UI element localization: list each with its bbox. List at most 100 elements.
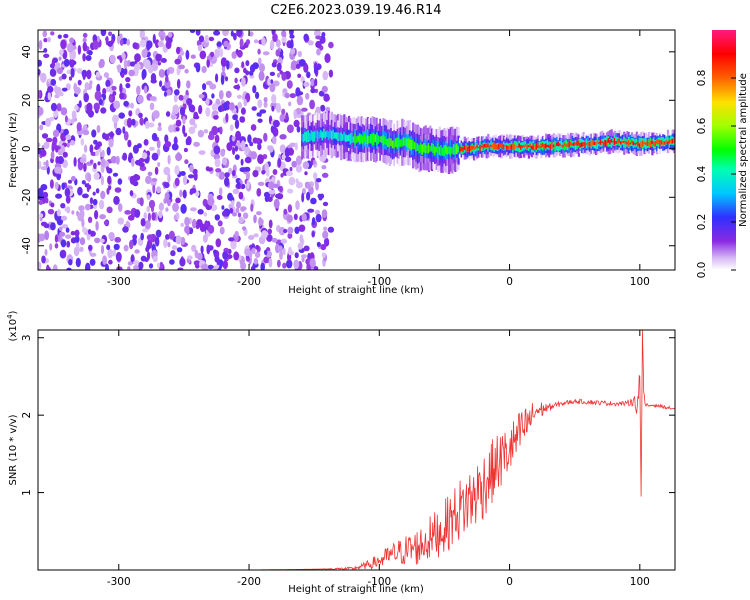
heatmap-cell bbox=[236, 181, 241, 189]
heatmap-cell bbox=[216, 41, 222, 47]
heatmap-cell bbox=[289, 93, 296, 99]
heatmap-cell bbox=[559, 141, 562, 151]
heatmap-cell bbox=[108, 138, 114, 148]
heatmap-cell bbox=[85, 55, 92, 61]
heatmap-cell bbox=[115, 155, 120, 165]
heatmap-cell bbox=[50, 31, 55, 36]
heatmap-cell bbox=[238, 217, 244, 224]
heatmap-cell bbox=[140, 255, 147, 262]
heatmap-cell bbox=[125, 220, 130, 227]
heatmap-cell bbox=[516, 146, 520, 148]
heatmap-cell bbox=[114, 187, 122, 193]
x-tick-label: -200 bbox=[237, 276, 261, 288]
heatmap-cell bbox=[282, 262, 287, 269]
heatmap-cell bbox=[218, 171, 225, 180]
heatmap-cell bbox=[117, 178, 123, 185]
heatmap-cell bbox=[189, 30, 196, 34]
heatmap-cell bbox=[221, 205, 225, 210]
heatmap-cell bbox=[60, 203, 66, 209]
heatmap-cell bbox=[313, 172, 318, 180]
heatmap-cell bbox=[334, 132, 337, 139]
heatmap-cell bbox=[487, 143, 490, 148]
y-tick-label: 40 bbox=[21, 45, 33, 58]
heatmap-cell bbox=[119, 57, 123, 63]
heatmap-cell bbox=[47, 208, 55, 215]
spectrogram-x-axis-label: Height of straight line (km) bbox=[288, 285, 424, 296]
heatmap-cell bbox=[193, 123, 198, 129]
heatmap-cell bbox=[165, 207, 169, 212]
heatmap-cell bbox=[187, 255, 193, 260]
heatmap-cell bbox=[301, 213, 307, 222]
heatmap-cell bbox=[362, 136, 365, 145]
heatmap-cell bbox=[84, 82, 90, 91]
heatmap-cell bbox=[555, 142, 559, 146]
heatmap-cell bbox=[128, 110, 133, 117]
snr-frame bbox=[37, 329, 676, 571]
heatmap-cell bbox=[554, 145, 557, 147]
heatmap-cell bbox=[83, 144, 88, 153]
heatmap-cell bbox=[219, 126, 223, 135]
heatmap-cell bbox=[257, 181, 265, 186]
heatmap-cell bbox=[71, 110, 77, 120]
heatmap-cell bbox=[276, 193, 284, 200]
heatmap-cell bbox=[59, 91, 64, 97]
heatmap-cell bbox=[271, 105, 275, 112]
heatmap-cell bbox=[263, 101, 268, 108]
heatmap-cell bbox=[250, 151, 258, 160]
heatmap-cell bbox=[50, 222, 56, 231]
heatmap-cell bbox=[151, 152, 159, 161]
heatmap-cell bbox=[50, 151, 55, 160]
heatmap-cell bbox=[199, 50, 207, 60]
heatmap-cell bbox=[252, 62, 259, 70]
heatmap-cell bbox=[429, 145, 432, 152]
heatmap-cell bbox=[448, 146, 451, 155]
heatmap-cell bbox=[236, 30, 243, 37]
heatmap-cell bbox=[457, 145, 460, 153]
heatmap-cell bbox=[85, 203, 91, 211]
heatmap-cell bbox=[186, 136, 192, 146]
heatmap-cell bbox=[174, 89, 180, 96]
heatmap-cell bbox=[326, 130, 329, 137]
heatmap-cell bbox=[74, 104, 79, 111]
heatmap-cell bbox=[81, 218, 85, 228]
heatmap-cell bbox=[267, 78, 271, 86]
heatmap-cell bbox=[534, 145, 537, 150]
heatmap-cell bbox=[322, 230, 329, 239]
heatmap-cell bbox=[215, 168, 222, 173]
heatmap-cell bbox=[82, 129, 90, 136]
heatmap-cell bbox=[198, 150, 206, 156]
heatmap-cell bbox=[70, 68, 75, 78]
heatmap-cell bbox=[307, 130, 310, 143]
heatmap-cell bbox=[126, 39, 130, 46]
heatmap-cell bbox=[165, 111, 171, 117]
heatmap-cell bbox=[99, 199, 105, 210]
heatmap-cell bbox=[183, 147, 188, 153]
heatmap-cell bbox=[263, 97, 268, 103]
heatmap-cell bbox=[193, 260, 201, 266]
heatmap-cell bbox=[302, 133, 305, 143]
heatmap-cell bbox=[49, 179, 54, 189]
heatmap-cell bbox=[247, 134, 252, 144]
heatmap-cell bbox=[452, 143, 455, 155]
heatmap-cell bbox=[654, 141, 657, 147]
heatmap-cell bbox=[186, 80, 191, 89]
heatmap-cell bbox=[73, 246, 80, 257]
heatmap-cell bbox=[115, 251, 122, 262]
heatmap-cell bbox=[116, 266, 123, 270]
heatmap-cell bbox=[580, 142, 584, 148]
heatmap-cell bbox=[232, 188, 240, 195]
heatmap-cell bbox=[303, 245, 310, 252]
heatmap-cell bbox=[340, 132, 343, 142]
heatmap-cell bbox=[65, 195, 71, 204]
heatmap-cell bbox=[234, 77, 238, 84]
heatmap-cell bbox=[402, 136, 405, 146]
colorbar-tick-label: 0.6 bbox=[696, 117, 708, 134]
heatmap-cell bbox=[77, 45, 82, 55]
heatmap-cell bbox=[316, 130, 319, 142]
heatmap-cell bbox=[438, 146, 441, 155]
heatmap-cell bbox=[204, 220, 209, 228]
heatmap-cell bbox=[89, 144, 94, 154]
heatmap-cell bbox=[125, 77, 131, 83]
heatmap-cell bbox=[174, 177, 180, 187]
heatmap-cell bbox=[351, 132, 354, 143]
